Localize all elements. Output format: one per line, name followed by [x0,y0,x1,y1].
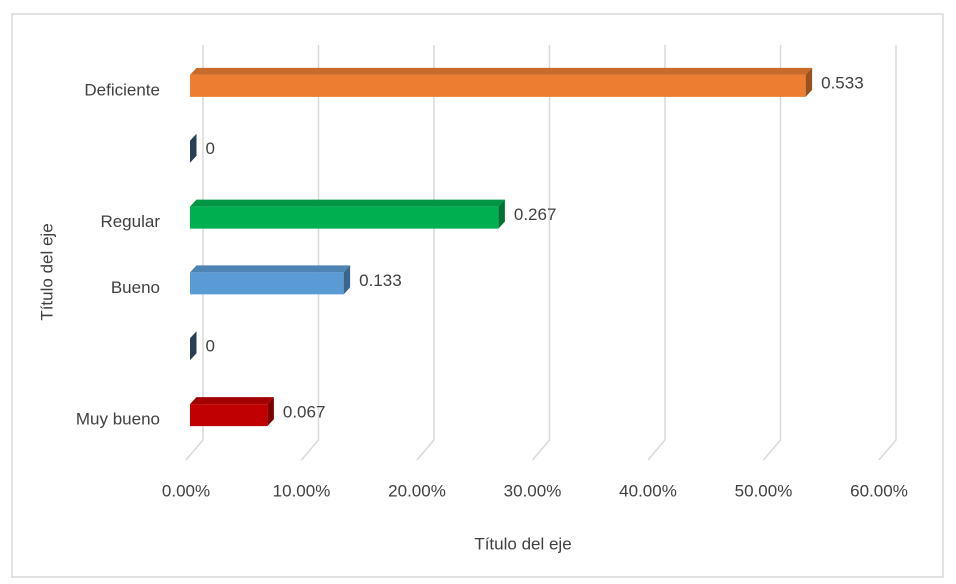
y-axis-title: Título del eje [37,223,56,320]
x-tick-label: 20.00% [388,481,446,500]
data-label: 0 [206,337,215,356]
x-tick-label: 30.00% [504,481,562,500]
grid-line [878,45,897,461]
x-tick-label: 60.00% [850,481,908,500]
bar-top [190,397,274,405]
chart-border [11,13,944,578]
x-tick-label: 40.00% [619,481,677,500]
y-tick-label: Regular [100,212,160,231]
y-tick-label: Muy bueno [76,410,160,429]
bar [190,199,505,229]
grid-line [416,45,435,461]
bar-side [498,199,505,229]
bar [190,265,351,295]
bar [190,397,274,427]
data-label: 0 [206,139,215,158]
bar-side [190,331,197,361]
bar [190,67,813,97]
data-label: 0.533 [821,73,864,92]
y-tick-label: Deficiente [84,80,160,99]
data-label: 0.267 [514,205,557,224]
x-axis-title: Título del eje [474,534,571,553]
bar-side [343,265,351,295]
bar-front [190,272,344,295]
y-tick-label: Bueno [111,278,160,297]
bar-front [190,206,499,229]
bar-top [190,67,813,75]
x-tick-label: 50.00% [735,481,793,500]
data-label: 0.067 [283,403,326,422]
bar-front [190,404,268,427]
x-tick-label: 0.00% [162,481,210,500]
bar-top [190,199,505,207]
grid-line [185,45,204,461]
bar-side [190,133,197,163]
data-label: 0.133 [359,271,402,290]
bar [190,331,197,361]
bar-top [190,265,351,273]
grid-line [531,45,551,461]
bar-side [267,397,274,427]
x-tick-label: 10.00% [273,481,331,500]
bar-front [190,74,806,97]
bar-side [805,67,813,97]
bar [190,133,197,163]
grid-line [647,45,666,461]
grid-line [762,45,782,461]
grid-line [300,45,320,461]
